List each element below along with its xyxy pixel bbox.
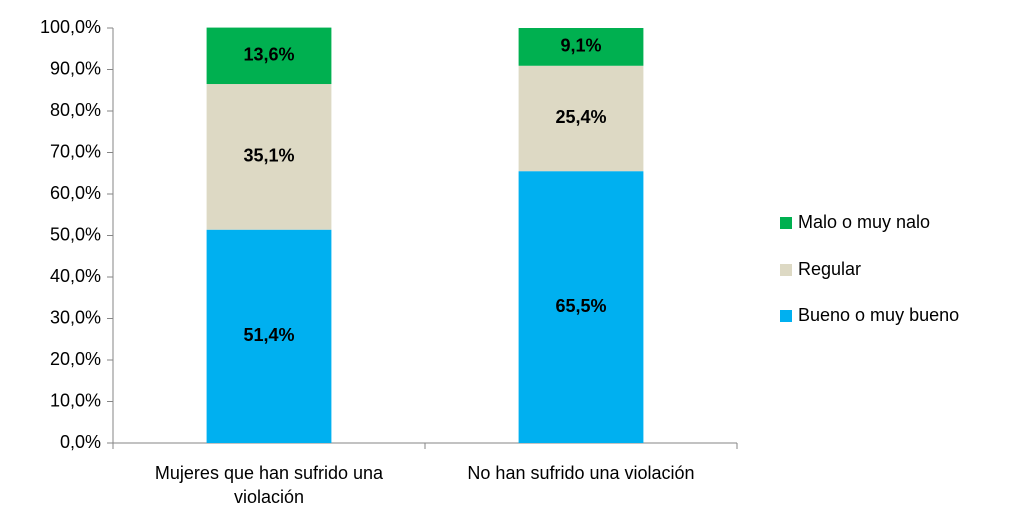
legend-label: Regular <box>798 259 861 279</box>
y-tick-label: 0,0% <box>60 432 101 452</box>
y-tick-label: 50,0% <box>50 224 101 244</box>
legend-swatch <box>780 310 792 322</box>
y-tick-label: 60,0% <box>50 183 101 203</box>
legend-label: Malo o muy nalo <box>798 212 930 232</box>
bar-segment <box>206 229 332 443</box>
y-tick-label: 90,0% <box>50 58 101 78</box>
y-tick-label: 40,0% <box>50 266 101 286</box>
value-label: 35,1% <box>243 146 294 166</box>
value-label: 65,5% <box>555 296 606 316</box>
y-tick-label: 20,0% <box>50 349 101 369</box>
x-tick-label: No han sufrido una violación <box>467 463 695 483</box>
legend-swatch <box>780 264 792 276</box>
value-label: 13,6% <box>243 45 294 65</box>
bar-segment <box>518 65 644 172</box>
x-tick-label: Mujeres que han sufrido una violación <box>154 463 384 507</box>
y-tick-label: 30,0% <box>50 307 101 327</box>
bar-segment <box>206 27 332 85</box>
y-tick-label: 70,0% <box>50 141 101 161</box>
y-tick-label: 100,0% <box>40 17 101 37</box>
legend-swatch <box>780 217 792 229</box>
value-label: 51,4% <box>243 325 294 345</box>
bar-segment <box>518 28 644 66</box>
y-tick-label: 10,0% <box>50 390 101 410</box>
bar-segment <box>518 171 644 444</box>
bar-segment <box>206 84 332 230</box>
y-tick-label: 80,0% <box>50 100 101 120</box>
legend-label: Bueno o muy bueno <box>798 305 959 325</box>
value-label: 25,4% <box>555 107 606 127</box>
value-label: 9,1% <box>560 36 601 56</box>
